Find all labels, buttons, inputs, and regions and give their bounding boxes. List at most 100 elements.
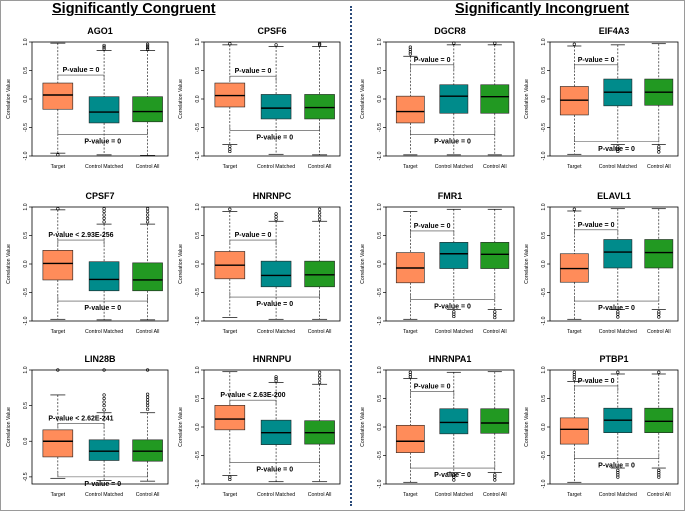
y-tick-label: 0.0 (23, 260, 29, 267)
outlier-point (572, 42, 576, 46)
significance-bracket (574, 229, 619, 235)
p-value-label: P-value = 0 (256, 466, 293, 473)
x-tick-label: Target (51, 329, 66, 335)
x-tick-label: Target (567, 164, 582, 170)
outlier-point (274, 375, 278, 379)
y-tick-label: 0.0 (23, 438, 29, 445)
significance-bracket (57, 74, 105, 81)
outlier-point (572, 372, 576, 377)
panel-title: CPSF7 (85, 191, 114, 201)
y-tick-label: 1.0 (377, 203, 383, 210)
y-axis-label: Correlation Value (178, 244, 184, 284)
box-control-all (132, 262, 163, 292)
p-value-label: P-value = 0 (598, 462, 635, 469)
panel-title: FMR1 (438, 191, 463, 201)
y-tick-label: -0.5 (541, 288, 547, 297)
outlier-point (657, 315, 661, 319)
p-value-label: P-value = 0 (598, 146, 635, 153)
p-value-label: P-value = 0 (235, 68, 272, 75)
y-tick-label: 1.0 (541, 366, 547, 373)
y-tick-label: 0.5 (541, 232, 547, 239)
p-value-label: P-value = 0 (578, 222, 615, 229)
x-tick-label: Control All (483, 492, 507, 498)
outlier-point (318, 43, 322, 47)
outlier-point (657, 473, 661, 477)
significance-bracket (229, 125, 320, 131)
box-control-all (480, 408, 510, 434)
significance-bracket (410, 463, 496, 469)
outlier-point (493, 315, 497, 320)
significance-bracket (574, 136, 660, 143)
outlier-point (318, 377, 322, 381)
p-value-label: P-value = 0 (434, 472, 471, 479)
outlier-point (102, 207, 106, 211)
x-tick-label: Control All (308, 492, 332, 498)
y-axis-label: Correlation Value (524, 79, 530, 119)
outlier-point (318, 207, 322, 211)
outlier-point (616, 370, 620, 374)
y-tick-label: -0.5 (195, 123, 201, 132)
outlier-point (102, 213, 106, 217)
y-tick-label: 0.0 (541, 260, 547, 267)
outlier-point (146, 404, 150, 408)
x-tick-label: Control Matched (435, 492, 473, 498)
outlier-point (56, 153, 60, 157)
outlier-point (408, 45, 412, 49)
x-tick-label: Target (567, 492, 582, 498)
boxplot-cpsf7: CPSF7 Correlation Value -1.0 -0.5 0.0 0.5 1.0 T… (6, 191, 169, 335)
outlier-point (616, 475, 620, 479)
section-divider (350, 6, 352, 506)
outlier-point (493, 310, 497, 314)
y-tick-label: -1.0 (377, 316, 383, 325)
y-tick-label: 1.0 (377, 366, 383, 373)
outlier-point (274, 217, 278, 222)
y-axis-label: Correlation Value (178, 79, 184, 119)
x-tick-label: Control Matched (85, 492, 123, 498)
significance-bracket (574, 296, 660, 302)
outlier-point (146, 216, 150, 221)
outlier-point (616, 315, 620, 319)
p-value-label: P-value = 0 (414, 223, 451, 230)
box-control-all (480, 84, 510, 114)
y-tick-label: -1.0 (541, 151, 547, 160)
panel-title: LIN28B (84, 354, 116, 364)
x-tick-label: Control Matched (257, 164, 295, 170)
boxplot-hnrnpu: HNRNPU Correlation Value -1.0 -0.5 0.0 0.5 1.0… (178, 354, 341, 498)
plot-frame (31, 369, 169, 485)
y-tick-label: -1.0 (195, 316, 201, 325)
panel-title: HNRNPA1 (429, 354, 472, 364)
y-axis-label: Correlation Value (360, 244, 366, 284)
box-control-all (132, 96, 163, 123)
significance-bracket (57, 129, 148, 135)
box-control-all (304, 94, 335, 120)
significance-bracket (410, 64, 455, 70)
outlier-point (228, 149, 232, 154)
outlier-point (318, 211, 322, 215)
y-tick-label: 1.0 (23, 203, 29, 210)
outlier-point (102, 220, 106, 224)
x-tick-label: Control Matched (599, 492, 637, 498)
x-tick-label: Control All (647, 329, 671, 335)
y-tick-label: -0.5 (195, 288, 201, 297)
box-target (42, 82, 74, 110)
outlier-point (146, 207, 150, 211)
outlier-point (102, 396, 106, 401)
outlier-point (146, 44, 150, 48)
outlier-point (102, 47, 106, 51)
outlier-point (228, 147, 232, 151)
x-tick-label: Target (223, 164, 238, 170)
significance-bracket (410, 294, 496, 300)
y-tick-label: 0.5 (23, 67, 29, 74)
box-control-matched (88, 439, 120, 461)
significance-bracket (57, 296, 148, 302)
x-tick-label: Control All (483, 329, 507, 335)
outlier-point (452, 310, 456, 314)
y-axis-label: Correlation Value (360, 407, 366, 447)
boxplot-elavl1: ELAVL1 Correlation Value -1.0 -0.5 0.0 0.5 1.0… (524, 191, 679, 335)
significance-bracket (57, 239, 105, 246)
x-tick-label: Target (223, 492, 238, 498)
y-tick-label: -0.5 (195, 451, 201, 460)
outlier-point (102, 404, 106, 408)
box-control-all (132, 439, 163, 462)
outlier-point (146, 209, 150, 214)
